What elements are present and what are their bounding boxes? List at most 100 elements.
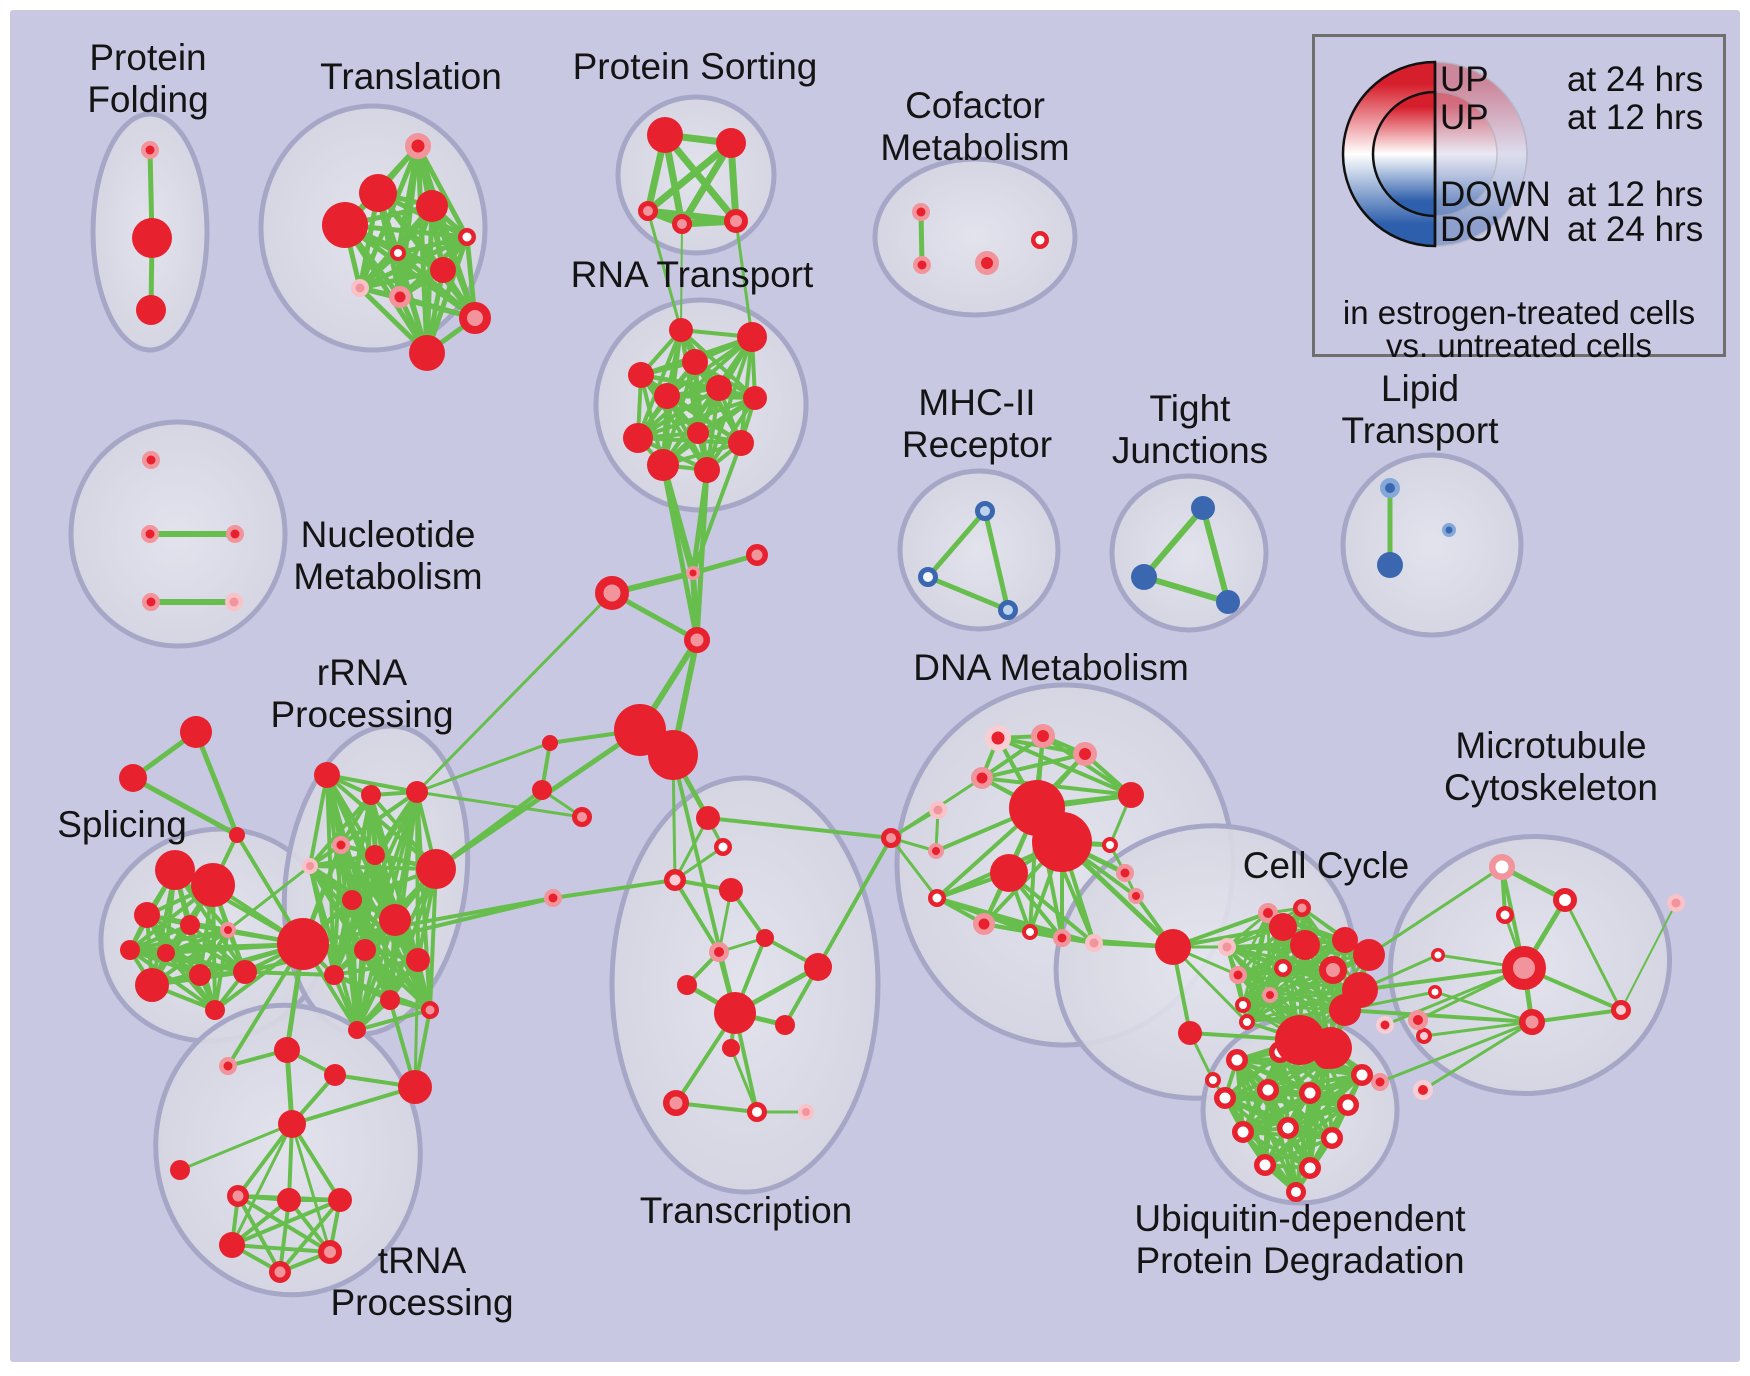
network-node-rr6 — [342, 890, 362, 910]
network-node-tn9 — [219, 1232, 245, 1258]
network-node-cc17 — [1205, 1072, 1221, 1088]
network-node-rr9 — [406, 948, 430, 972]
network-edge — [1620, 902, 1677, 1011]
network-node-ps4 — [724, 209, 748, 233]
network-edge — [1141, 574, 1231, 605]
network-edge — [308, 793, 373, 868]
network-node-rt2 — [682, 349, 708, 375]
network-node-cn3 — [684, 627, 710, 653]
network-node-cc15 — [1376, 1016, 1394, 1034]
network-edge — [1343, 1008, 1534, 1024]
network-node-lp2 — [1442, 523, 1456, 537]
network-node-dm8 — [990, 854, 1028, 892]
network-node-rr5 — [365, 845, 385, 865]
network-node-dm7 — [1118, 782, 1144, 808]
network-edge — [236, 1122, 294, 1198]
legend-down-24-time: at 24 hrs — [1567, 210, 1704, 249]
network-node-nm4 — [225, 593, 243, 611]
network-node-rt10 — [647, 449, 679, 481]
network-node-cc0 — [1258, 903, 1278, 923]
network-edge — [1266, 1088, 1334, 1140]
network-node-tn10 — [318, 1240, 342, 1264]
legend-updown-glyph-icon — [1341, 60, 1528, 248]
cluster-ellipse-lipid-transport — [1340, 452, 1524, 638]
network-edge — [660, 462, 700, 643]
network-node-cc3 — [1269, 913, 1297, 941]
network-edge — [690, 552, 760, 576]
network-edge — [428, 867, 438, 1012]
network-edge — [230, 1198, 342, 1247]
network-edge — [661, 131, 740, 225]
network-node-tx6 — [709, 942, 729, 962]
network-edge — [665, 335, 754, 398]
legend-up-12-time: at 12 hrs — [1567, 98, 1704, 137]
network-node-ub13 — [1286, 1182, 1306, 1202]
network-node-tx3 — [719, 878, 743, 902]
network-node-dm3 — [1073, 742, 1097, 766]
network-node-tx9 — [714, 992, 756, 1034]
network-edge — [332, 958, 420, 977]
network-node-hb0 — [614, 704, 666, 756]
network-edge — [415, 741, 552, 794]
network-node-tr10 — [409, 335, 445, 371]
network-node-rr13 — [348, 1021, 366, 1039]
network-edge — [673, 878, 721, 954]
network-edge — [395, 234, 470, 256]
network-edge — [705, 335, 754, 472]
network-node-mh1 — [918, 567, 938, 587]
cluster-label-mhc-ii: MHC-II Receptor — [901, 382, 1053, 465]
network-node-dm10 — [1102, 837, 1118, 853]
network-edge — [636, 328, 683, 440]
network-edge — [980, 734, 1045, 780]
network-edge — [1358, 966, 1526, 992]
legend-row-up-12: UP at 12 hrs — [1440, 98, 1725, 138]
network-node-rt9 — [728, 430, 754, 456]
network-edge — [816, 836, 893, 969]
network-node-ub11 — [1254, 1154, 1276, 1176]
legend-up-24-label: UP — [1440, 60, 1489, 99]
network-node-cc10 — [1262, 987, 1278, 1003]
network-node-dmH2 — [1032, 812, 1092, 872]
network-edge — [706, 816, 893, 840]
network-edge — [193, 729, 240, 838]
network-node-sp4 — [120, 940, 140, 960]
cluster-label-lipid-transport: Lipid Transport — [1341, 368, 1499, 451]
network-node-tr5 — [390, 245, 406, 261]
network-node-sp3 — [180, 915, 200, 935]
network-node-hx0 — [542, 735, 558, 751]
network-node-tx2 — [664, 869, 686, 891]
network-edge — [644, 139, 735, 215]
network-node-tx13 — [747, 1102, 767, 1122]
nodes-layer — [119, 117, 1685, 1283]
network-node-hx1 — [532, 780, 552, 800]
network-edge — [308, 853, 377, 868]
network-node-cc6 — [1353, 939, 1385, 971]
network-node-tn2 — [324, 1064, 346, 1086]
network-node-tx10 — [775, 1015, 795, 1035]
network-node-rr11 — [380, 990, 400, 1010]
network-edge — [705, 396, 757, 472]
network-node-lp0 — [1380, 478, 1400, 498]
network-node-ubc — [1178, 1021, 1202, 1045]
network-node-sp10 — [205, 1000, 225, 1020]
network-edge — [1421, 1020, 1534, 1092]
network-edge — [1367, 865, 1504, 957]
cluster-label-tight-junctions: Tight Junctions — [1111, 388, 1269, 471]
network-node-tj0 — [1191, 496, 1215, 520]
network-node-sp7 — [135, 968, 169, 1002]
network-node-ps3 — [672, 214, 692, 234]
network-node-rt4 — [706, 375, 732, 401]
network-node-mt1 — [1553, 888, 1577, 912]
network-node-cn1 — [746, 544, 768, 566]
network-node-rr10 — [324, 965, 344, 985]
network-node-dm5 — [929, 801, 947, 819]
network-node-dm15 — [1022, 924, 1038, 940]
network-edge — [678, 139, 735, 228]
network-edge — [1171, 925, 1285, 949]
network-edge — [1263, 1136, 1334, 1167]
network-node-mt11 — [1667, 894, 1685, 912]
cluster-label-cofactor: Cofactor Metabolism — [880, 85, 1070, 168]
network-node-tx11 — [722, 1039, 740, 1057]
network-node-ub5 — [1257, 1079, 1279, 1101]
